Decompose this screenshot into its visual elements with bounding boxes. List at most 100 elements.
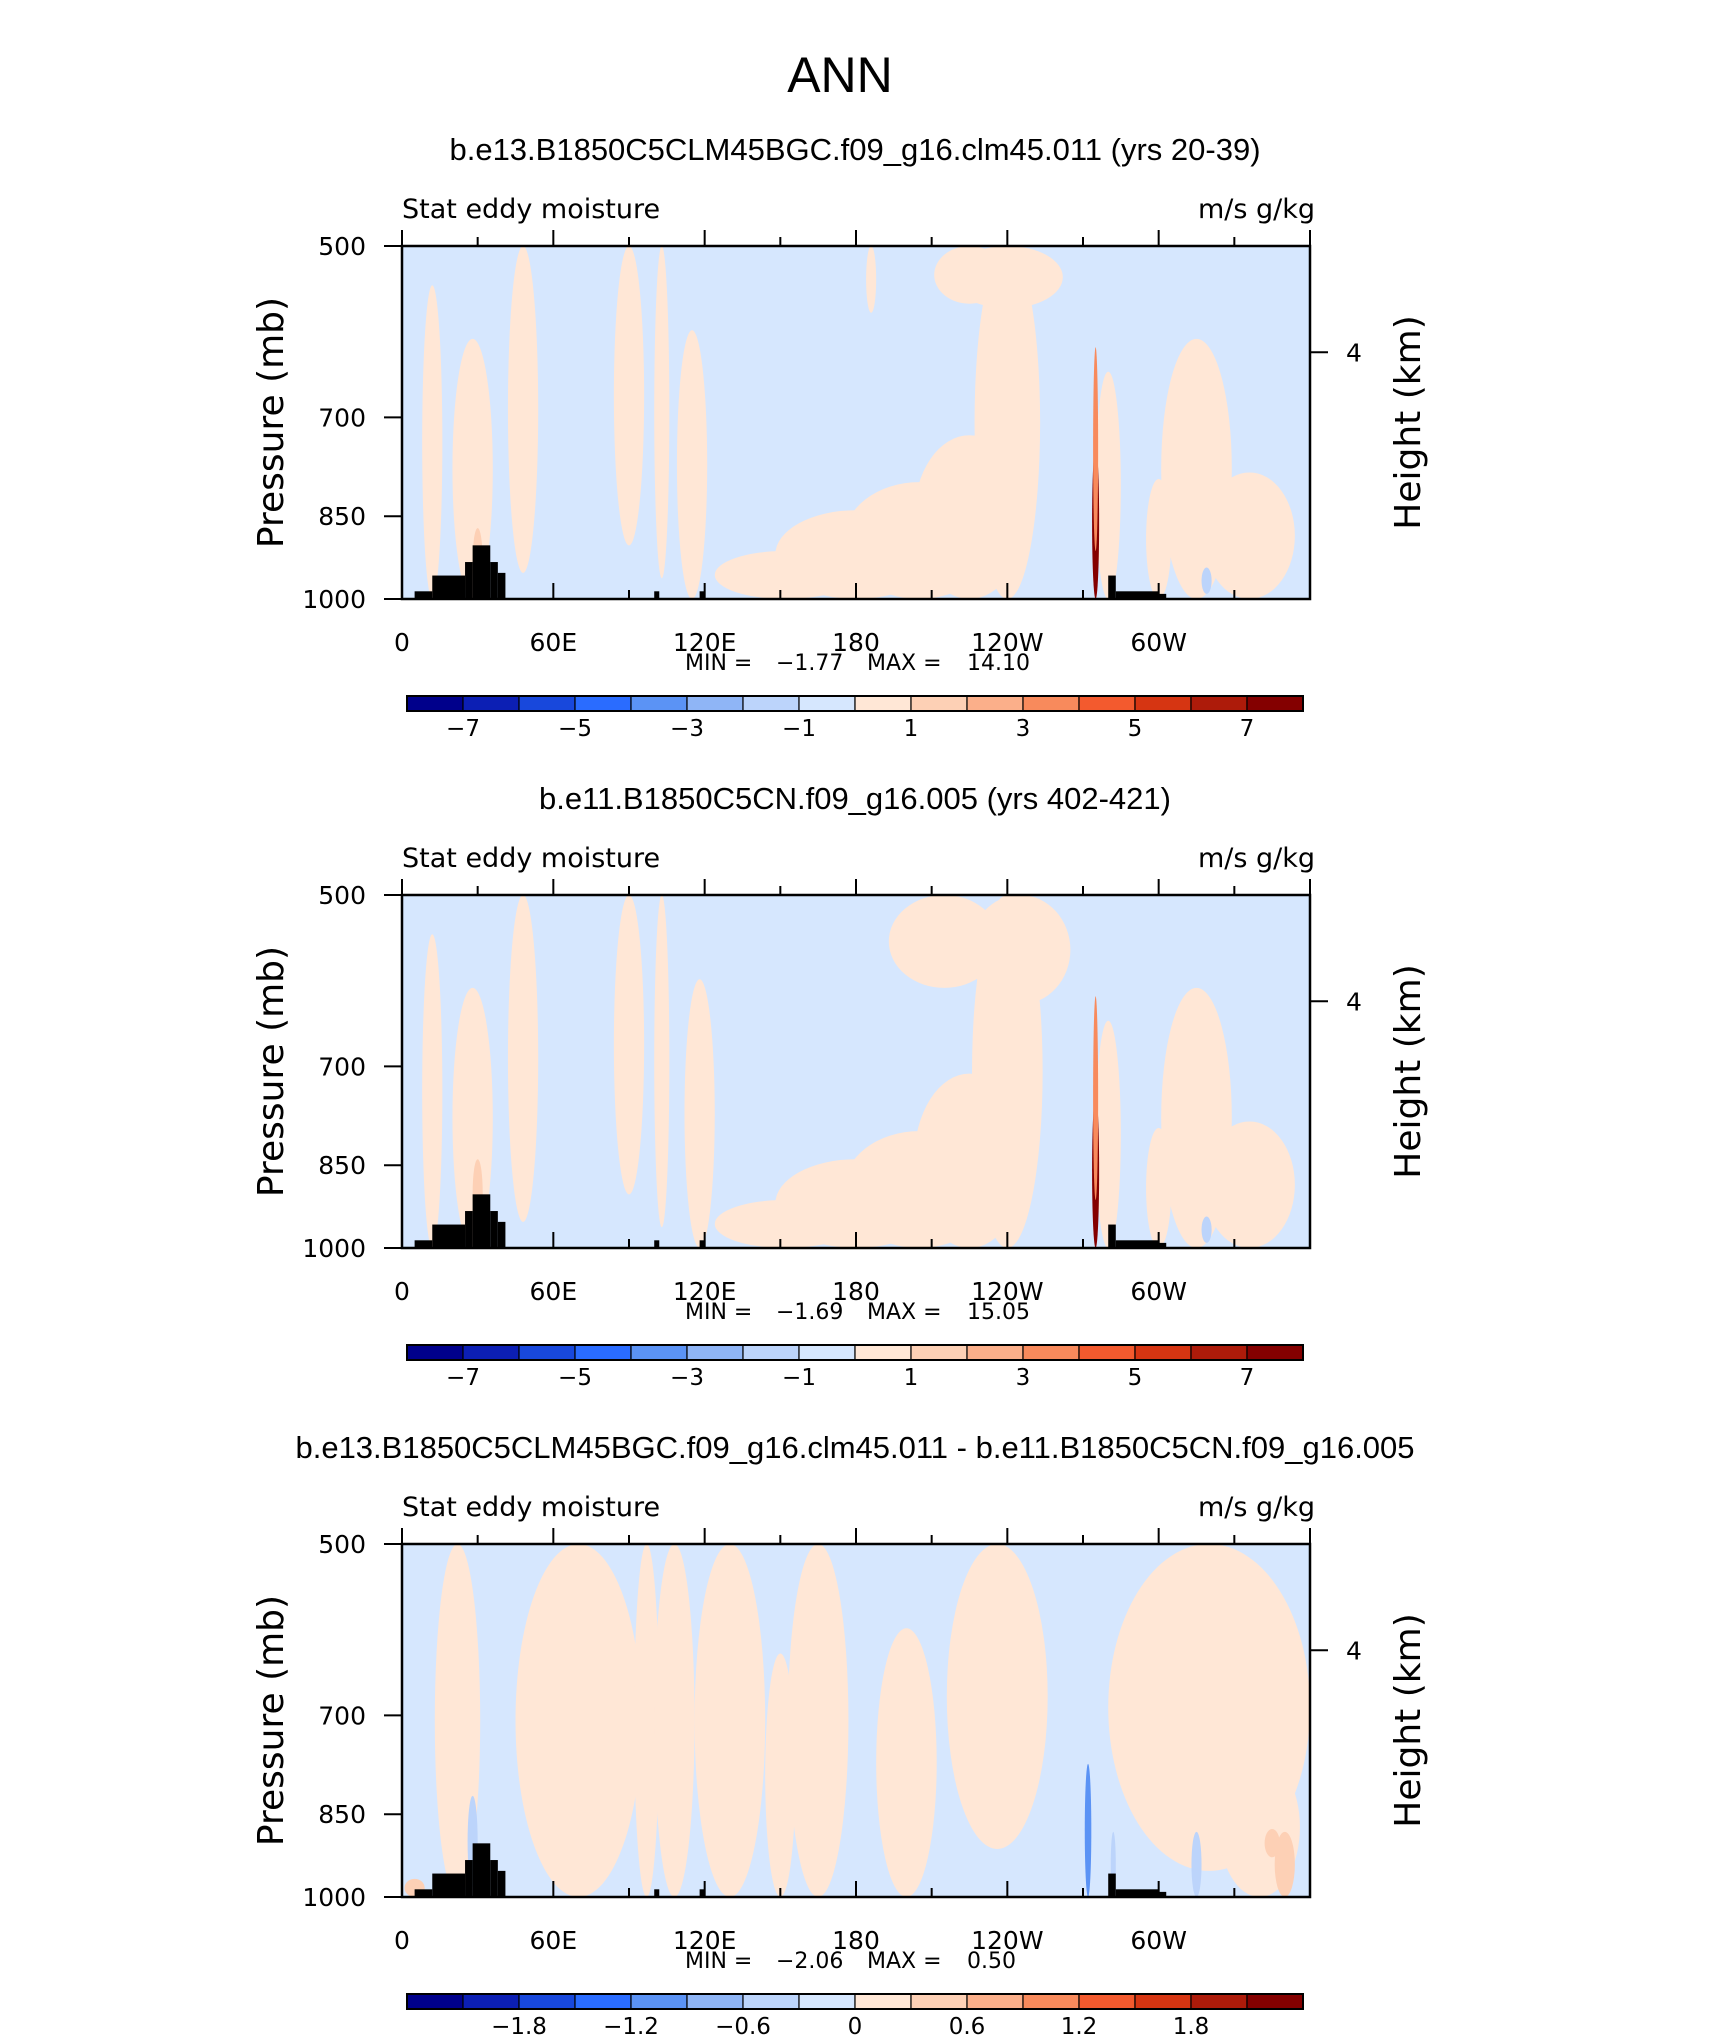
colorbar-swatch	[406, 695, 464, 712]
terrain-block	[1115, 1889, 1159, 1897]
y-axis-right-title: Height (km)	[1388, 1613, 1429, 1827]
variable-label: Stat eddy moisture	[402, 1492, 660, 1523]
colorbar-swatch	[742, 1344, 800, 1361]
contour-region	[613, 895, 645, 1195]
contour-field	[402, 1544, 1310, 1897]
terrain-block	[472, 1194, 491, 1248]
terrain-block	[465, 562, 473, 599]
contour-region	[694, 1544, 766, 1897]
terrain-block	[472, 1843, 491, 1897]
colorbar-swatch	[966, 695, 1024, 712]
colorbar-swatch	[630, 1344, 688, 1361]
colorbar-label: 7	[1240, 716, 1255, 742]
colorbar-swatch	[742, 695, 800, 712]
contour-region	[946, 1544, 1048, 1849]
terrain-block	[654, 1889, 660, 1897]
colorbar-swatch	[1134, 1344, 1192, 1361]
colorbar-swatch	[1022, 1993, 1080, 2010]
terrain-block	[465, 1860, 473, 1897]
max-label: MAX =	[867, 1949, 942, 1974]
panel-2: b.e11.B1850C5CN.f09_g16.005 (yrs 402-421…	[251, 781, 1429, 1391]
y-right-tick-label: 4	[1346, 987, 1362, 1016]
y-tick-label: 850	[318, 1151, 366, 1180]
colorbar-label: 3	[1016, 1365, 1031, 1391]
x-tick-label: 0	[394, 1277, 410, 1306]
y-right-tick-label: 4	[1346, 338, 1362, 367]
colorbar-swatch	[1246, 1344, 1304, 1361]
terrain-block	[490, 1860, 498, 1897]
contour-region	[422, 934, 443, 1248]
colorbar-swatch	[798, 695, 856, 712]
colorbar-swatch	[630, 1993, 688, 2010]
panel-1: b.e13.B1850C5CLM45BGC.f09_g16.clm45.011 …	[251, 132, 1429, 742]
colorbar-label: −1	[782, 716, 816, 742]
contour-region	[1093, 996, 1099, 1200]
contour-region	[684, 979, 715, 1248]
colorbar-swatch	[462, 695, 520, 712]
colorbar-label: 1	[904, 1365, 919, 1391]
contour-region	[987, 1544, 1018, 1701]
terrain-block	[1115, 591, 1159, 599]
contour-region	[1084, 1763, 1092, 1897]
contour-region	[787, 1544, 849, 1897]
terrain-block	[1115, 1240, 1159, 1248]
colorbar-swatch	[686, 1993, 744, 2010]
y-axis-right-title: Height (km)	[1388, 964, 1429, 1178]
max-label: MAX =	[867, 1300, 942, 1325]
contour-region	[969, 895, 1071, 1005]
contour-region	[507, 246, 539, 573]
colorbar: −1.8 −1.2 −0.6 0 0.6 1.2 1.8	[406, 1993, 1304, 2038]
terrain-block	[699, 591, 705, 599]
colorbar-swatch	[1134, 695, 1192, 712]
colorbar-label: 5	[1128, 716, 1143, 742]
terrain-block	[1158, 593, 1167, 599]
x-tick-label: 120E	[673, 628, 737, 657]
colorbar-swatch	[518, 1344, 576, 1361]
y-tick-label: 700	[318, 403, 366, 432]
terrain-block	[490, 1211, 498, 1248]
terrain-block	[497, 1221, 506, 1248]
colorbar-swatch	[854, 1993, 912, 2010]
y-tick-label: 700	[318, 1052, 366, 1081]
contour-region	[434, 1544, 481, 1897]
x-tick-label: 120E	[673, 1926, 737, 1955]
x-tick-label: 120W	[971, 1926, 1043, 1955]
contour-region	[1201, 567, 1212, 594]
colorbar-label: −3	[670, 1365, 704, 1391]
contour-region	[676, 330, 708, 599]
colorbar-label: −5	[558, 716, 592, 742]
colorbar-label: 1.8	[1173, 2014, 1210, 2038]
colorbar-swatch	[798, 1993, 856, 2010]
terrain-block	[497, 1870, 506, 1897]
colorbar-label: −7	[446, 716, 480, 742]
terrain-block	[432, 1873, 466, 1897]
colorbar-swatch	[630, 695, 688, 712]
max-value: 0.50	[967, 1949, 1016, 1974]
colorbar-swatch	[406, 1993, 464, 2010]
panel-title: b.e13.B1850C5CLM45BGC.f09_g16.clm45.011 …	[295, 1430, 1414, 1465]
x-tick-label: 60W	[1130, 1277, 1187, 1306]
contour-region	[1204, 472, 1295, 599]
colorbar-swatch	[742, 1993, 800, 2010]
colorbar-swatch	[1190, 695, 1248, 712]
terrain-block	[414, 1889, 433, 1897]
colorbar-swatch	[1078, 1993, 1136, 2010]
terrain-block	[414, 1240, 433, 1248]
units-label: m/s g/kg	[1198, 1492, 1315, 1523]
y-tick-label: 850	[318, 1800, 366, 1829]
contour-region	[1264, 1828, 1280, 1858]
colorbar-swatch	[574, 1993, 632, 2010]
y-right-tick-label: 4	[1346, 1636, 1362, 1665]
figure-title: ANN	[787, 47, 893, 103]
terrain-block	[472, 545, 491, 599]
panel-title: b.e13.B1850C5CLM45BGC.f09_g16.clm45.011 …	[449, 132, 1260, 167]
contour-region	[1191, 1831, 1202, 1897]
colorbar-swatch	[1190, 1993, 1248, 2010]
contour-region	[515, 1544, 642, 1897]
colorbar-label: −3	[670, 716, 704, 742]
contour-region	[422, 285, 443, 599]
contour-region	[654, 246, 670, 579]
min-label: MIN =	[685, 1949, 752, 1974]
y-tick-label: 1000	[302, 1234, 366, 1263]
